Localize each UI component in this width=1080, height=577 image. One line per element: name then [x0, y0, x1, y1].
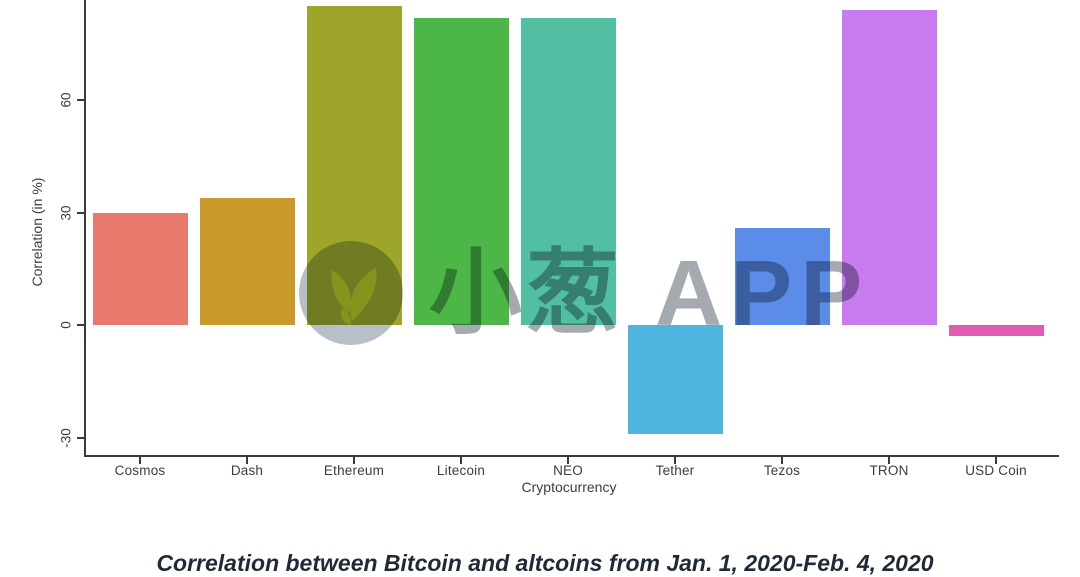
bar-usd-coin	[948, 325, 1044, 337]
y-tick-label: 30	[58, 204, 74, 221]
y-tick-label: -30	[58, 427, 74, 448]
chart-caption: Correlation between Bitcoin and altcoins…	[156, 550, 934, 576]
y-tick--30	[77, 436, 84, 439]
bar-litecoin	[413, 17, 509, 325]
y-tick-0	[77, 324, 84, 326]
x-tick-label: USD Coin	[965, 463, 1027, 478]
x-tick-label: Tether	[655, 463, 695, 478]
y-tick-30	[77, 211, 84, 214]
x-tick-tezos	[781, 457, 783, 464]
x-tick-tron	[888, 457, 890, 464]
x-tick-label: TRON	[869, 463, 909, 478]
x-tick-label: Ethereum	[323, 463, 385, 478]
bar-tron	[841, 10, 937, 325]
x-tick-litecoin	[460, 457, 462, 464]
x-tick-tether	[674, 457, 676, 464]
x-tick-usd-coin	[995, 457, 997, 464]
bar-tezos	[734, 227, 830, 325]
y-tick-60	[77, 99, 84, 101]
y-tick-label: 60	[58, 92, 74, 108]
x-tick-ethereum	[353, 457, 355, 464]
x-axis-line	[84, 455, 1059, 457]
x-tick-cosmos	[139, 457, 141, 464]
bar-tether	[627, 325, 723, 434]
x-tick-label: Litecoin	[436, 463, 486, 478]
x-tick-label: NEO	[553, 463, 583, 478]
y-tick-label: 0	[58, 321, 74, 329]
bar-neo	[520, 17, 616, 325]
y-axis-line	[84, 0, 86, 457]
bar-cosmos	[92, 212, 188, 325]
x-tick-neo	[567, 457, 569, 464]
bar-dash	[199, 197, 295, 325]
bar-ethereum	[306, 6, 402, 325]
x-tick-label: Dash	[230, 463, 264, 478]
x-tick-label: Cosmos	[114, 463, 166, 478]
x-tick-label: Tezos	[763, 463, 801, 478]
y-axis-title: Correlation (in %)	[29, 177, 45, 287]
x-tick-dash	[246, 457, 248, 464]
x-axis-title: Cryptocurrency	[521, 479, 617, 495]
